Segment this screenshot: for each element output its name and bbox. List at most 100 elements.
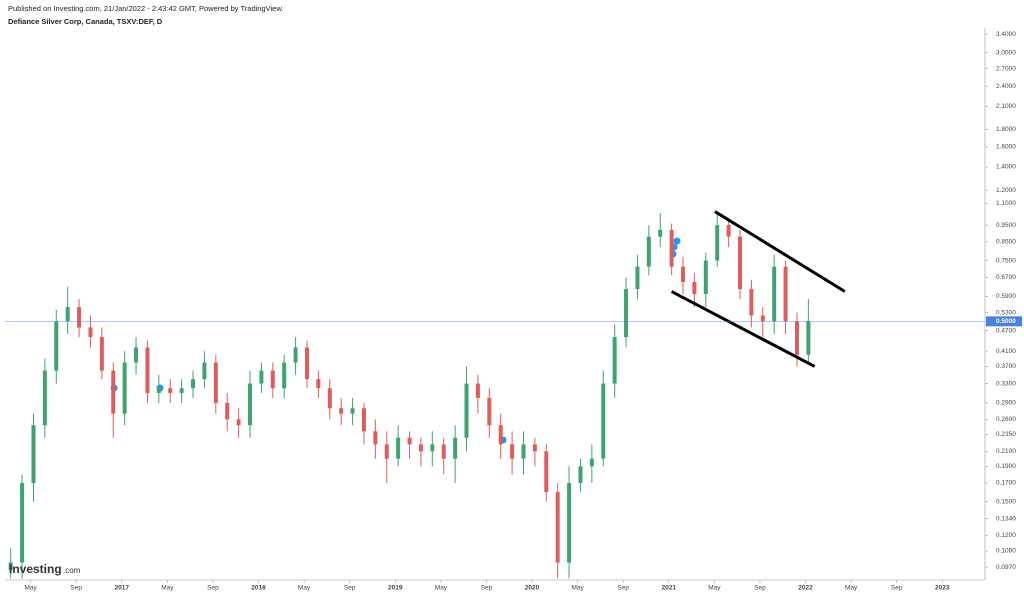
- last-price-box: [986, 316, 1022, 327]
- x-tick-label: Sep: [754, 585, 766, 592]
- y-tick-label: 0.1900: [996, 463, 1016, 470]
- candle-body: [669, 229, 674, 267]
- candle-body: [487, 397, 492, 426]
- x-tick-label: May: [161, 585, 174, 592]
- y-tick-label: 0.1700: [996, 480, 1016, 487]
- x-tick-label: Sep: [891, 585, 903, 592]
- candle-body: [624, 289, 629, 338]
- candle-body: [578, 466, 583, 484]
- y-tick-label: 0.3700: [996, 363, 1016, 370]
- candle-body: [635, 266, 640, 290]
- candle-body: [760, 315, 765, 322]
- x-tick-label: May: [24, 585, 37, 592]
- candle-body: [555, 492, 560, 563]
- x-tick-label: Sep: [207, 585, 219, 592]
- candle-body: [418, 444, 423, 452]
- candle-body: [145, 347, 150, 393]
- candle-body: [384, 444, 389, 459]
- candle-body: [806, 321, 811, 355]
- x-tick-label: May: [298, 585, 311, 592]
- y-tick-label: 3.0000: [996, 50, 1016, 57]
- logo: Investing .com: [9, 562, 81, 576]
- y-tick-label: 0.3300: [996, 380, 1016, 387]
- x-tick-label: 2018: [251, 585, 266, 592]
- y-tick-label: 0.0970: [996, 564, 1016, 571]
- candle-body: [453, 437, 458, 459]
- candle-body: [738, 236, 742, 290]
- last-price-label: 0.5000: [996, 318, 1016, 325]
- candle-body: [31, 425, 36, 484]
- x-tick-label: 2017: [115, 585, 130, 592]
- y-tick-label: 0.5900: [996, 293, 1016, 300]
- y-tick-label: 0.2100: [996, 448, 1016, 455]
- event-marker: [673, 237, 681, 245]
- candle-body: [54, 321, 59, 371]
- x-tick-label: Sep: [344, 585, 356, 592]
- y-tick-label: 0.9500: [996, 222, 1016, 229]
- candle-body: [270, 370, 275, 389]
- candle-body: [191, 379, 196, 389]
- y-tick-label: 0.7500: [996, 257, 1016, 264]
- trend-line: [670, 290, 816, 368]
- y-tick-label: 2.7000: [996, 65, 1016, 72]
- y-tick-label: 3.4000: [996, 31, 1016, 38]
- candle-body: [99, 337, 104, 371]
- candle-body: [77, 307, 82, 328]
- candle-body: [361, 408, 366, 432]
- y-tick-label: 1.4000: [996, 164, 1016, 171]
- candle-body: [783, 266, 788, 322]
- x-tick-label: 2020: [525, 585, 540, 592]
- candle-body: [65, 307, 70, 322]
- y-tick-label: 0.1200: [996, 532, 1016, 539]
- candle-body: [111, 370, 116, 414]
- candle-body: [156, 388, 161, 393]
- candle-body: [532, 444, 537, 452]
- y-tick-label: 0.1080: [996, 548, 1016, 555]
- candle-body: [658, 229, 663, 237]
- candle-body: [213, 362, 218, 403]
- candle-body: [396, 437, 401, 459]
- candle-body: [248, 383, 252, 426]
- event-markers: [110, 237, 681, 444]
- x-tick-label: May: [708, 585, 721, 592]
- candle-body: [703, 260, 708, 295]
- published-note: Published on Investing.com, 21/Jan/2022 …: [8, 4, 283, 13]
- x-tick-label: 2022: [798, 585, 813, 592]
- candle-body: [475, 383, 480, 398]
- y-tick-label: 0.4700: [996, 327, 1016, 334]
- candle-body: [521, 444, 526, 459]
- candle-body: [681, 266, 686, 283]
- candle-body: [407, 437, 412, 445]
- candle-body: [589, 458, 594, 467]
- candle-body: [293, 347, 298, 363]
- x-tick-label: Sep: [70, 585, 82, 592]
- y-tick-label: 2.4000: [996, 83, 1016, 90]
- candle-body: [168, 388, 173, 393]
- y-tick-label: 0.2600: [996, 416, 1016, 423]
- candle-body: [88, 327, 93, 338]
- candle-body: [772, 266, 777, 322]
- y-tick-label: 1.1000: [996, 200, 1016, 207]
- candle-body: [430, 444, 435, 452]
- candle-body: [373, 431, 378, 445]
- candle-body: [316, 379, 321, 389]
- candle-body: [441, 444, 446, 459]
- candle-body: [510, 444, 515, 459]
- candle-body: [498, 425, 503, 445]
- y-tick-label: 2.1000: [996, 103, 1016, 110]
- candle-body: [327, 388, 332, 409]
- candle-body: [715, 225, 720, 261]
- candle-body: [794, 321, 799, 355]
- y-tick-label: 0.5300: [996, 309, 1016, 316]
- candle-body: [42, 370, 47, 426]
- logo-suffix: .com: [63, 566, 81, 575]
- candle-body: [8, 562, 13, 571]
- candle-body: [464, 383, 469, 438]
- y-tick-label: 0.6700: [996, 274, 1016, 281]
- candle-body: [567, 483, 572, 563]
- x-tick-label: May: [845, 585, 858, 592]
- candle-body: [236, 419, 241, 426]
- y-tick-label: 0.2900: [996, 400, 1016, 407]
- candle-body: [225, 402, 230, 420]
